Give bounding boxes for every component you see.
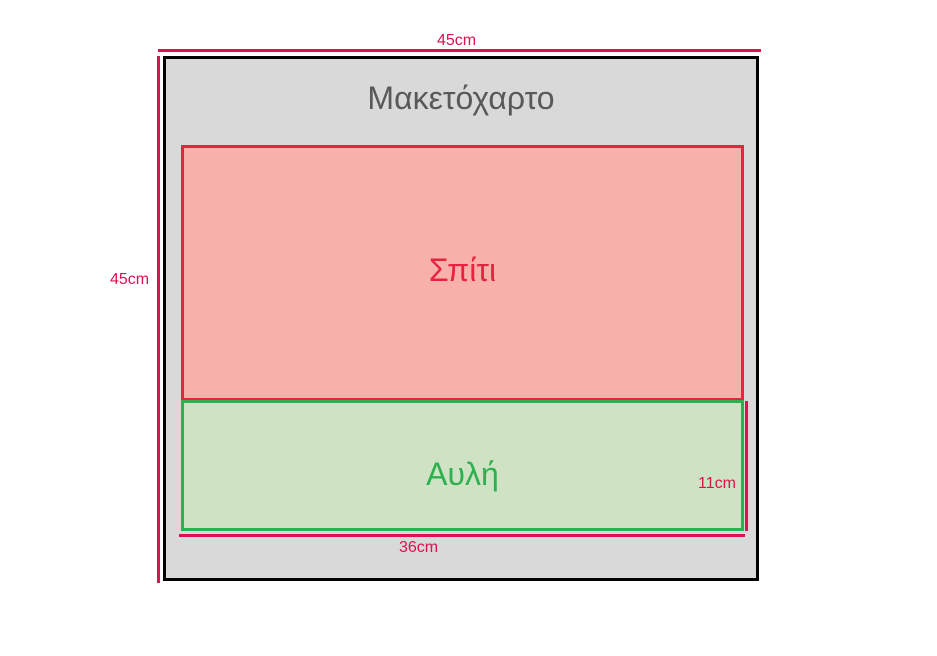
- house-label: Σπίτι: [428, 252, 497, 288]
- board-width-label: 45cm: [437, 32, 477, 49]
- board-width-dimension-line: [158, 49, 761, 52]
- board-height-dimension-line: [157, 56, 160, 583]
- house-area: [181, 145, 744, 401]
- yard-height-dimension-line: [745, 401, 748, 531]
- board-height-label: 45cm: [110, 271, 150, 288]
- yard-area: [181, 400, 744, 531]
- yard-height-label: 11cm: [698, 475, 736, 492]
- yard-label: Αυλή: [426, 456, 499, 492]
- board-title: Μακετόχαρτο: [367, 80, 555, 116]
- yard-width-dimension-line: [179, 534, 745, 537]
- yard-width-label: 36cm: [399, 539, 439, 556]
